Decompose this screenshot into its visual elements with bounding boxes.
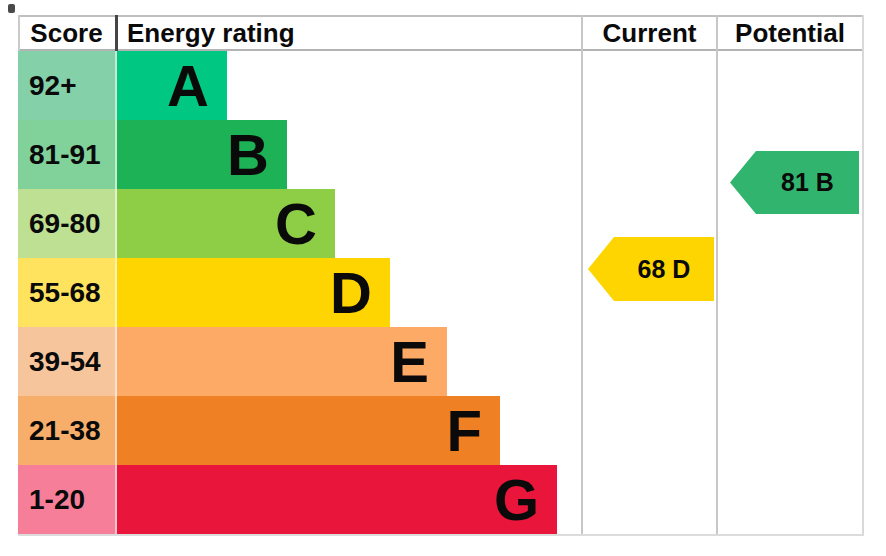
band-row-g: 1-20 G — [18, 465, 557, 534]
band-row-b: 81-91 B — [18, 120, 287, 189]
score-range-label: 39-54 — [29, 346, 101, 378]
rating-bar: B — [117, 120, 287, 189]
score-cell: 39-54 — [18, 327, 117, 396]
current-rating-label: 68 D — [638, 255, 691, 284]
score-column-separator — [115, 15, 118, 51]
rating-bar: E — [117, 327, 447, 396]
epc-rating-chart: Score Energy rating Current Potential 92… — [0, 0, 886, 556]
rating-bar: F — [117, 396, 500, 465]
band-letter: E — [390, 333, 429, 391]
band-row-a: 92+ A — [18, 51, 227, 120]
potential-rating-arrow: 81 B — [730, 151, 859, 214]
potential-column-header: Potential — [718, 17, 862, 49]
score-cell: 69-80 — [18, 189, 117, 258]
score-range-label: 81-91 — [29, 139, 101, 171]
score-cell: 81-91 — [18, 120, 117, 189]
band-row-e: 39-54 E — [18, 327, 447, 396]
score-cell: 1-20 — [18, 465, 117, 534]
table-right-border — [862, 15, 864, 536]
rating-bar: C — [117, 189, 335, 258]
band-letter: C — [275, 195, 317, 253]
band-letter: G — [494, 471, 539, 529]
potential-column-divider — [716, 15, 718, 536]
potential-rating-label: 81 B — [781, 168, 834, 197]
score-range-label: 92+ — [29, 70, 77, 102]
score-cell: 55-68 — [18, 258, 117, 327]
score-range-label: 69-80 — [29, 208, 101, 240]
current-column-header: Current — [583, 17, 716, 49]
current-column-divider — [581, 15, 583, 536]
image-artifact-speck — [8, 4, 15, 13]
score-range-label: 55-68 — [29, 277, 101, 309]
band-row-d: 55-68 D — [18, 258, 390, 327]
score-cell: 92+ — [18, 51, 117, 120]
rating-bar: D — [117, 258, 390, 327]
band-letter: F — [447, 402, 482, 460]
current-rating-arrow: 68 D — [588, 237, 714, 301]
band-row-f: 21-38 F — [18, 396, 500, 465]
rating-bar: G — [117, 465, 557, 534]
table-bottom-border — [18, 534, 864, 536]
score-column-header: Score — [18, 17, 115, 49]
energy-rating-column-header: Energy rating — [127, 17, 295, 49]
band-row-c: 69-80 C — [18, 189, 335, 258]
score-range-label: 21-38 — [29, 415, 101, 447]
band-letter: B — [227, 126, 269, 184]
band-letter: D — [330, 264, 372, 322]
score-range-label: 1-20 — [29, 484, 85, 516]
score-cell: 21-38 — [18, 396, 117, 465]
band-letter: A — [167, 57, 209, 115]
rating-bar: A — [117, 51, 227, 120]
